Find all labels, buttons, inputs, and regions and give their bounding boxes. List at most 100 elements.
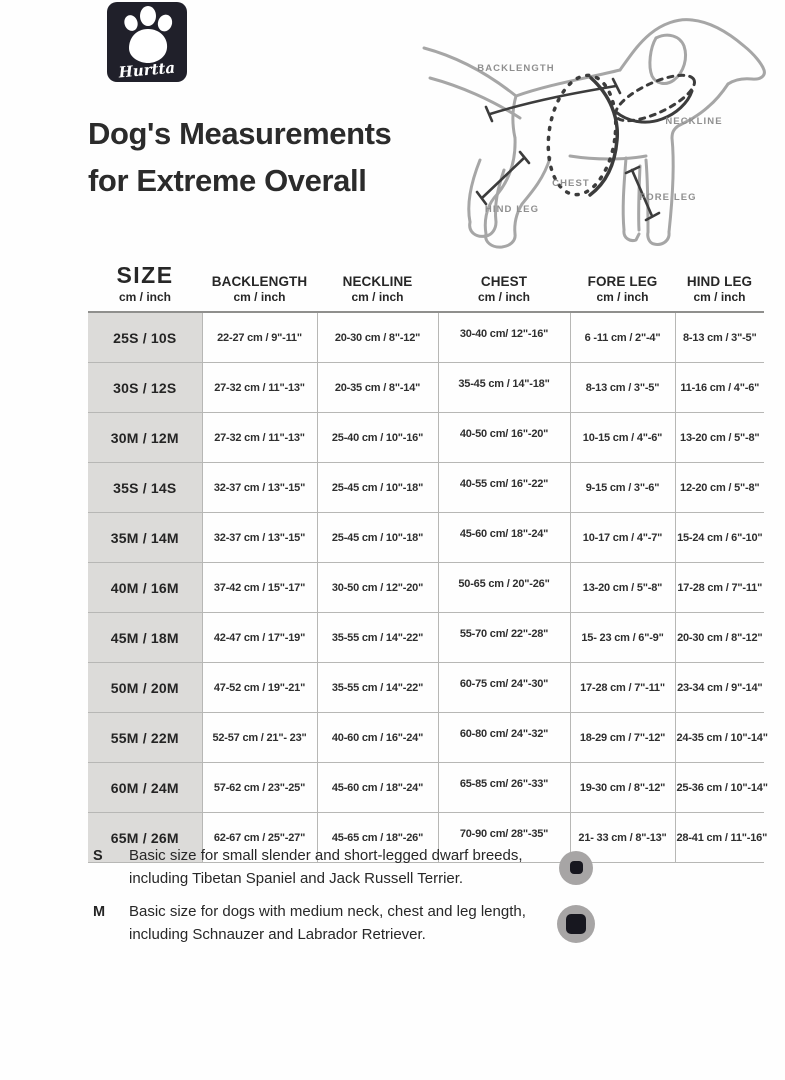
table-row: 55M / 22M 52-57 cm / 21"- 23" 40-60 cm / 1… [88, 712, 768, 763]
size-cell: 65M / 26M [88, 812, 202, 863]
column-label: CHEST [480, 274, 528, 289]
measurement-cell: 8-13 cm / 3"-5" [569, 362, 675, 413]
size-notes: S Basic size for small slender and short… [93, 845, 623, 957]
note-s: S Basic size for small slender and short… [93, 845, 623, 890]
table-row: 50M / 20M 47-52 cm / 19"-21" 35-55 cm / 14… [88, 662, 764, 713]
measurement-cell: 60-75 cm/ 24"-30" [437, 662, 570, 713]
column-label: SIZE [116, 262, 174, 288]
note-text: Basic size for small slender and short-l… [129, 847, 523, 887]
measurement-cell: 13-20 cm / 5"-8" [674, 412, 764, 463]
measurement-cell: 55-70 cm/ 22"-28" [437, 612, 570, 663]
column-header-backlength: BACKLENGTH cm / inch [202, 262, 317, 312]
measurement-cell: 35-55 cm / 14"-22" [316, 662, 438, 713]
size-table-body: 25S / 10S 22-27 cm / 9"-11" 20-30 cm / 8"-… [88, 312, 768, 863]
measurement-cell: 27-32 cm / 11"-13" [201, 412, 317, 463]
column-label: NECKLINE [342, 274, 413, 289]
table-header: SIZE cm / inch BACKLENGTH cm / inch NECK… [88, 262, 764, 312]
note-key: S [93, 848, 103, 864]
measurement-cell: 20-30 cm / 8"-12" [316, 312, 438, 363]
measurement-cell: 9-15 cm / 3"-6" [569, 462, 675, 513]
measurement-cell: 60-80 cm/ 24"-32" [437, 712, 570, 763]
measurement-cell: 30-50 cm / 12"-20" [316, 562, 438, 613]
size-cell: 45M / 18M [88, 612, 202, 663]
measurement-cell: 15- 23 cm / 6"-9" [569, 612, 675, 663]
size-cell: 55M / 22M [88, 712, 202, 763]
paw-icon: Hurtta [117, 6, 176, 82]
measurement-cell: 21- 33 cm / 8"-13" [569, 812, 675, 863]
measurement-cell: 65-85 cm/ 26"-33" [437, 762, 570, 813]
table-row: 35M / 14M 32-37 cm / 13"-15" 25-45 cm / 10… [88, 512, 764, 563]
measurement-cell: 45-60 cm / 18"-24" [316, 762, 438, 813]
table-row: 35S / 14S 32-37 cm / 13"-15" 25-45 cm / 10… [88, 462, 764, 513]
page-title: Dog's Measurements for Extreme Overall [88, 110, 392, 204]
diagram-label-chest: CHEST [552, 178, 590, 189]
measurement-cell: 24-35 cm / 10"-14" [674, 712, 768, 763]
table-row: 25S / 10S 22-27 cm / 9"-11" 20-30 cm / 8"-… [88, 312, 764, 363]
measurement-cell: 18-29 cm / 7"-12" [569, 712, 675, 763]
table-row: 30S / 12S 27-32 cm / 11"-13" 20-35 cm / 8"… [88, 362, 764, 413]
measurement-cell: 62-67 cm / 25"-27" [201, 812, 317, 863]
measurement-cell: 19-30 cm / 8"-12" [569, 762, 675, 813]
measurement-cell: 15-24 cm / 6"-10" [674, 512, 764, 563]
diagram-label-neckline: NECKLINE [665, 116, 722, 127]
column-unit: cm / inch [596, 290, 649, 304]
measurement-cell: 52-57 cm / 21"- 23" [201, 712, 317, 763]
column-unit: cm / inch [351, 290, 404, 304]
measurement-cell: 27-32 cm / 11"-13" [201, 362, 317, 413]
measurement-cell: 6 -11 cm / 2"-4" [569, 312, 675, 363]
measurement-cell: 45-65 cm / 18"-26" [316, 812, 438, 863]
column-header-chest: CHEST cm / inch [438, 262, 570, 312]
measurement-cell: 57-62 cm / 23"-25" [201, 762, 317, 813]
column-header-size: SIZE cm / inch [88, 262, 202, 312]
measurement-cell: 30-40 cm/ 12"-16" [437, 312, 570, 363]
size-cell: 30S / 12S [88, 362, 202, 413]
hurtta-logo: Hurtta [107, 2, 187, 82]
note-key: M [93, 904, 106, 920]
measurement-cell: 42-47 cm / 17"-19" [201, 612, 317, 663]
table-row: 40M / 16M 37-42 cm / 15"-17" 30-50 cm / 12… [88, 562, 764, 613]
measurement-cell: 20-35 cm / 8"-14" [316, 362, 438, 413]
measurement-cell: 13-20 cm / 5"-8" [569, 562, 675, 613]
table-row: 60M / 24M 57-62 cm / 23"-25" 45-60 cm / 18… [88, 762, 768, 813]
diagram-label-backlength: BACKLENGTH [477, 63, 555, 74]
diagram-label-hind-leg: HIND LEG [485, 204, 539, 215]
column-unit: cm / inch [118, 290, 171, 304]
measurement-cell: 17-28 cm / 7"-11" [674, 562, 764, 613]
dog-outline [422, 18, 766, 249]
measurement-cell: 20-30 cm / 8"-12" [674, 612, 764, 663]
size-cell: 35M / 14M [88, 512, 202, 563]
diagram-label-fore-leg: FORE LEG [639, 192, 696, 203]
size-cell: 60M / 24M [88, 762, 202, 813]
page-title-line1: Dog's Measurements [88, 116, 392, 151]
note-text: Basic size for dogs with medium neck, ch… [129, 903, 526, 943]
measurement-cell: 40-50 cm/ 16"-20" [437, 412, 570, 463]
table-row: 45M / 18M 42-47 cm / 17"-19" 35-55 cm / 14… [88, 612, 764, 663]
size-cell: 40M / 16M [88, 562, 202, 613]
measurement-table: SIZE cm / inch BACKLENGTH cm / inch NECK… [88, 262, 768, 863]
size-dot-small-icon [553, 845, 599, 890]
size-cell: 25S / 10S [88, 312, 202, 363]
measurement-cell: 25-45 cm / 10"-18" [316, 462, 438, 513]
dog-diagram: BACKLENGTH NECKLINE CHEST FORE LEG HIND … [420, 8, 785, 260]
column-header-neckline: NECKLINE cm / inch [317, 262, 438, 312]
size-cell: 50M / 20M [88, 662, 202, 713]
measurement-cell: 22-27 cm / 9"-11" [201, 312, 317, 363]
measurement-cell: 50-65 cm / 20"-26" [437, 562, 570, 613]
measurement-cell: 37-42 cm / 15"-17" [201, 562, 317, 613]
column-label: FORE LEG [587, 274, 658, 289]
size-cell: 30M / 12M [88, 412, 202, 463]
measurement-cell: 25-45 cm / 10"-18" [316, 512, 438, 563]
measurement-cell: 17-28 cm / 7"-11" [569, 662, 675, 713]
note-m: M Basic size for dogs with medium neck, … [93, 901, 623, 946]
measurement-cell: 28-41 cm / 11"-16" [674, 812, 767, 863]
measurement-cell: 25-40 cm / 10"-16" [316, 412, 438, 463]
measurement-cell: 10-17 cm / 4"-7" [569, 512, 675, 563]
measurement-cell: 32-37 cm / 13"-15" [201, 512, 317, 563]
measurement-cell: 32-37 cm / 13"-15" [201, 462, 317, 513]
measurement-cell: 40-60 cm / 16"-24" [316, 712, 438, 763]
column-unit: cm / inch [233, 290, 286, 304]
measurement-cell: 12-20 cm / 5"-8" [674, 462, 764, 513]
measurement-cell: 8-13 cm / 3"-5" [674, 312, 764, 363]
measurement-cell: 40-55 cm/ 16"-22" [437, 462, 570, 513]
